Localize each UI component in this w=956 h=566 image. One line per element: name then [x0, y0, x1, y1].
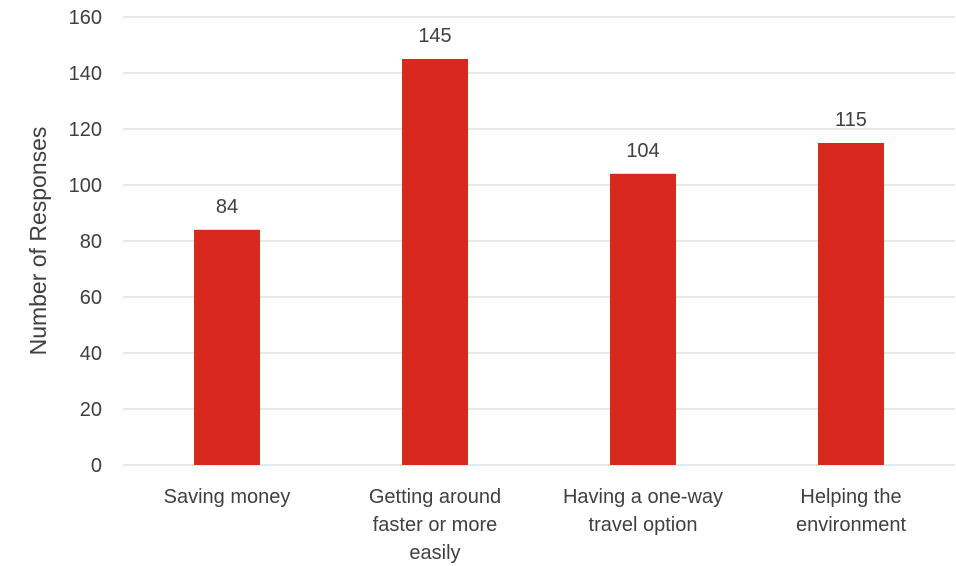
x-category-label-line: environment [796, 514, 907, 536]
y-tick-label: 0 [91, 455, 102, 477]
data-label: 84 [216, 196, 238, 218]
x-axis-categories: Saving money Getting around faster or more… [164, 486, 907, 564]
data-labels: 84 145 104 115 [216, 25, 867, 218]
x-category-label-line: Saving money [164, 486, 291, 508]
y-tick-label: 40 [80, 343, 102, 365]
y-tick-label: 140 [69, 63, 102, 85]
data-label: 145 [418, 25, 451, 47]
x-category-label-line: easily [409, 542, 460, 564]
x-category-label-line: Helping the [800, 486, 901, 508]
y-tick-label: 120 [69, 119, 102, 141]
y-axis-title: Number of Responses [25, 127, 51, 356]
bar [818, 143, 884, 465]
y-tick-label: 20 [80, 399, 102, 421]
bar [610, 174, 676, 465]
x-category-label-line: Getting around [369, 486, 501, 508]
y-tick-label: 80 [80, 231, 102, 253]
data-label: 104 [626, 140, 659, 162]
x-category-label-line: Having a one-way [563, 486, 723, 508]
y-axis-ticks: 0 20 40 60 80 100 120 140 160 [69, 7, 102, 477]
y-tick-label: 160 [69, 7, 102, 29]
x-category-label: Saving money [164, 486, 291, 508]
x-category-label-line: travel option [589, 514, 698, 536]
bars [194, 59, 884, 465]
y-tick-label: 100 [69, 175, 102, 197]
bar [194, 230, 260, 465]
x-category-label: Getting around faster or more easily [369, 486, 501, 564]
x-category-label: Having a one-way travel option [563, 486, 723, 536]
bar [402, 59, 468, 465]
data-label: 115 [835, 109, 867, 131]
x-category-label-line: faster or more [373, 514, 497, 536]
y-tick-label: 60 [80, 287, 102, 309]
x-category-label: Helping the environment [796, 486, 907, 536]
